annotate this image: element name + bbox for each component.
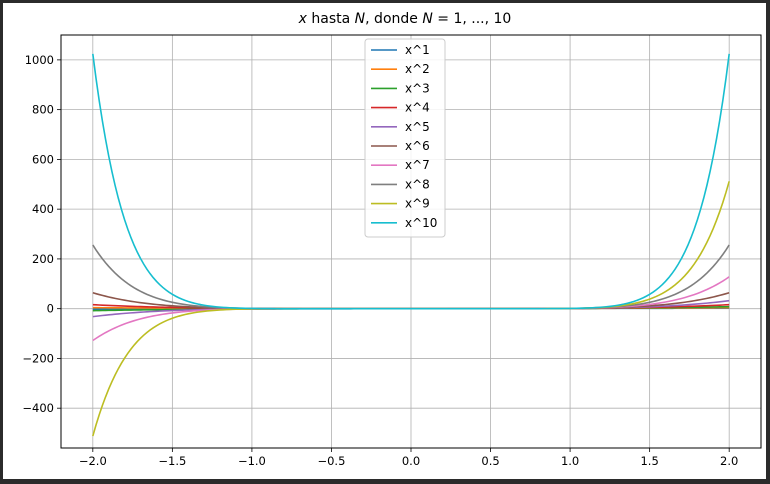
axis-ticks: −2.0 −1.5 −1.0 −0.5 0.0 0.5 1.0 1.5 2.0 −400 −200 0… bbox=[22, 53, 738, 468]
x-tick-label: −0.5 bbox=[317, 454, 345, 468]
title-part-2: , donde bbox=[365, 11, 422, 27]
y-tick-label: 0 bbox=[47, 302, 54, 316]
y-tick-label: 200 bbox=[32, 252, 54, 266]
chart-figure: x hasta N, donde N = 1, ..., 10 −2.0 −1.5… bbox=[3, 3, 766, 479]
legend-label: x^2 bbox=[405, 62, 430, 76]
y-tick-label: −400 bbox=[22, 401, 54, 415]
legend-label: x^10 bbox=[405, 216, 437, 230]
x-tick-label: 0.0 bbox=[402, 454, 420, 468]
title-var-n: N bbox=[355, 11, 366, 27]
legend-label: x^1 bbox=[405, 43, 430, 57]
legend-label: x^6 bbox=[405, 139, 430, 153]
legend-label: x^3 bbox=[405, 81, 430, 95]
x-tick-label: −1.5 bbox=[158, 454, 186, 468]
y-tick-label: 800 bbox=[32, 103, 54, 117]
x-tick-label: 0.5 bbox=[481, 454, 499, 468]
y-tick-label: −200 bbox=[22, 351, 54, 365]
line-chart: x hasta N, donde N = 1, ..., 10 −2.0 −1.5… bbox=[22, 11, 762, 468]
x-tick-label: −2.0 bbox=[79, 454, 107, 468]
chart-title: x hasta N, donde N = 1, ..., 10 bbox=[298, 11, 512, 27]
x-tick-label: −1.0 bbox=[238, 454, 266, 468]
legend-label: x^5 bbox=[405, 120, 430, 134]
y-tick-label: 400 bbox=[32, 202, 54, 216]
x-tick-label: 2.0 bbox=[720, 454, 738, 468]
title-part-1: hasta bbox=[307, 11, 355, 27]
legend-label: x^8 bbox=[405, 177, 430, 191]
title-var-x: x bbox=[298, 11, 308, 27]
y-tick-label: 600 bbox=[32, 152, 54, 166]
legend-label: x^4 bbox=[405, 101, 430, 115]
x-tick-label: 1.0 bbox=[561, 454, 579, 468]
legend: x^1 x^2 x^3 x^4 x^5 x^6 x^7 x^8 x^9 x^10 bbox=[364, 38, 446, 238]
title-var-n-2: N bbox=[422, 11, 433, 27]
title-part-3: = 1, ..., 10 bbox=[433, 11, 512, 27]
y-tick-label: 1000 bbox=[25, 53, 54, 67]
series-lines bbox=[92, 53, 730, 437]
series-line-x-pow-10 bbox=[92, 53, 730, 310]
legend-label: x^7 bbox=[405, 158, 430, 172]
x-tick-label: 1.5 bbox=[640, 454, 658, 468]
legend-label: x^9 bbox=[405, 197, 430, 211]
